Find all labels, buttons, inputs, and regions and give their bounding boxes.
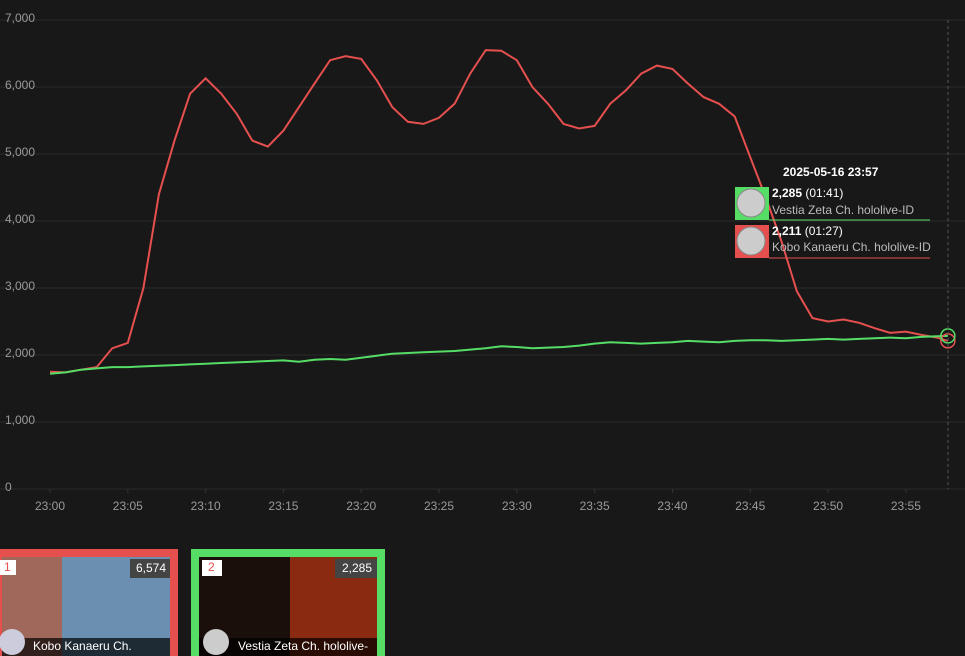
viewers-badge: [335, 559, 377, 578]
y-tick-label: 0: [5, 480, 12, 494]
y-tick-label: 5,000: [5, 145, 35, 159]
x-tick-label: 23:50: [813, 499, 843, 513]
tooltip-date: 2025-05-16 23:57: [783, 165, 879, 179]
y-tick-label: 6,000: [5, 78, 35, 92]
rank-box: [0, 560, 16, 575]
y-tick-label: 7,000: [5, 11, 35, 25]
tooltip-entry: 2,211 (01:27): [772, 224, 843, 238]
x-tick-label: 23:55: [891, 499, 921, 513]
rank-box: [202, 560, 222, 576]
x-tick-label: 23:40: [657, 499, 687, 513]
x-tick-label: 23:20: [346, 499, 376, 513]
line: [49, 334, 948, 375]
name-bar: [2, 638, 170, 656]
y-tick-label: 4,000: [5, 212, 35, 226]
avatar: [736, 188, 766, 218]
x-tick-label: 23:05: [113, 499, 143, 513]
tooltip-name: Vestia Zeta Ch. hololive-ID: [772, 203, 914, 217]
x-tick-label: 23:10: [191, 499, 221, 513]
card-name: Kobo Kanaeru Ch.: [33, 639, 132, 653]
tooltip-entry: 2,285 (01:41): [772, 186, 843, 200]
viewers: 6,574: [136, 561, 166, 575]
card[interactable]: 2 2,285 Vestia Zeta Ch. hololive-: [191, 549, 385, 656]
y-tick-label: 1,000: [5, 413, 35, 427]
tooltip-duration: (01:27): [805, 224, 843, 238]
x-tick-label: 23:35: [580, 499, 610, 513]
tooltip-name: Kobo Kanaeru Ch. hololive-ID: [772, 240, 931, 254]
viewers-badge: [130, 559, 170, 578]
rank: 1: [4, 560, 11, 574]
card-name: Vestia Zeta Ch. hololive-: [238, 639, 368, 653]
y-tick-label: 3,000: [5, 279, 35, 293]
tooltip-value: 2,285: [772, 186, 802, 200]
x-tick-label: 23:25: [424, 499, 454, 513]
y-tick-label: 2,000: [5, 346, 35, 360]
avatar: [736, 226, 766, 256]
x-tick-label: 23:00: [35, 499, 65, 513]
x-tick-label: 23:30: [502, 499, 532, 513]
name-bar: [199, 638, 377, 656]
tooltip-duration: (01:41): [805, 186, 843, 200]
tooltip-value: 2,211: [772, 224, 802, 238]
rank: 2: [208, 560, 215, 574]
card[interactable]: 1 6,574 Kobo Kanaeru Ch.: [0, 549, 178, 656]
viewers: 2,285: [342, 561, 372, 575]
x-tick-label: 23:45: [735, 499, 765, 513]
line: [49, 49, 949, 374]
plot: 0 1,000 2,000 3,000 4,000 5,000 6,000 7,000 23:0…: [0, 11, 965, 513]
x-tick-label: 23:15: [268, 499, 298, 513]
tooltip: 2025-05-16 23:57 2,285 (01:41) Vestia Ze…: [735, 165, 931, 259]
avatar: [203, 629, 229, 655]
avatar: [0, 629, 25, 655]
